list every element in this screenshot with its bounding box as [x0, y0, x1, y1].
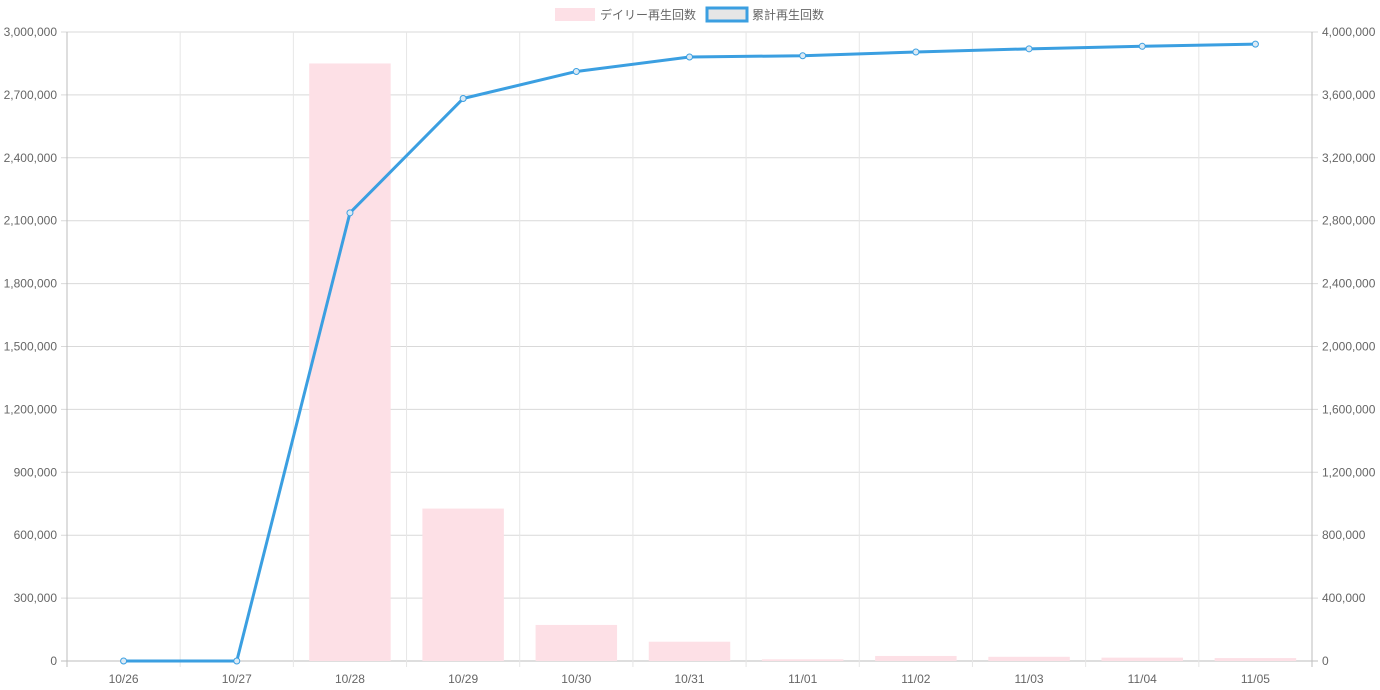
point-cumulative-10-27[interactable]: [233, 657, 241, 665]
bar-daily-10-31[interactable]: [648, 641, 731, 661]
y-left-tick-label: 3,000,000: [4, 25, 58, 39]
point-cumulative-10-26[interactable]: [120, 657, 128, 665]
bar-daily-10-28[interactable]: [309, 63, 391, 661]
y-right-tick-label: 3,600,000: [1322, 88, 1376, 102]
y-right-tick-label: 400,000: [1322, 591, 1366, 605]
x-tick-label: 11/03: [1014, 672, 1043, 686]
legend[interactable]: デイリー再生回数 累計再生回数: [555, 6, 824, 23]
x-tick-label: 11/04: [1128, 672, 1157, 686]
y-left-tick-label: 900,000: [14, 465, 58, 479]
bar-daily-11-01[interactable]: [761, 659, 844, 661]
y-left-tick-label: 2,700,000: [4, 88, 58, 102]
x-tick-label: 11/05: [1241, 672, 1270, 686]
bar-daily-11-03[interactable]: [988, 656, 1070, 661]
bar-daily-11-02[interactable]: [875, 655, 957, 661]
bar-daily-11-04[interactable]: [1101, 657, 1183, 661]
point-cumulative-11-02[interactable]: [912, 48, 920, 56]
y-right-tick-label: 2,400,000: [1322, 277, 1376, 291]
y-left-tick-label: 1,800,000: [4, 277, 58, 291]
bar-daily-10-30[interactable]: [535, 624, 618, 661]
point-cumulative-11-03[interactable]: [1025, 45, 1033, 53]
point-cumulative-10-29[interactable]: [459, 95, 467, 103]
y-left-tick-label: 600,000: [14, 528, 58, 542]
bar-daily-10-29[interactable]: [422, 508, 504, 661]
x-tick-label: 10/29: [448, 672, 478, 686]
point-cumulative-11-04[interactable]: [1138, 42, 1146, 50]
legend-swatch-cumulative[interactable]: [705, 6, 749, 23]
x-tick-label: 10/31: [674, 672, 704, 686]
y-left-tick-label: 2,400,000: [4, 151, 58, 165]
y-right-tick-label: 0: [1322, 654, 1329, 668]
y-left-tick-label: 2,100,000: [4, 214, 58, 228]
point-cumulative-10-28[interactable]: [346, 209, 354, 217]
y-right-tick-label: 1,600,000: [1322, 402, 1376, 416]
y-right-tick-label: 4,000,000: [1322, 25, 1376, 39]
legend-swatch-daily[interactable]: [555, 8, 595, 21]
point-cumulative-10-31[interactable]: [686, 53, 693, 61]
y-right-tick-label: 2,800,000: [1322, 214, 1376, 228]
x-tick-label: 11/01: [788, 672, 817, 686]
y-left-tick-label: 0: [50, 654, 57, 668]
x-tick-label: 10/28: [335, 672, 365, 686]
grid: [61, 31, 1318, 667]
axes: 0 300,000 600,000 900,000 1,200,000 1,500,000…: [4, 25, 1376, 686]
legend-label-cumulative[interactable]: 累計再生回数: [752, 7, 824, 22]
y-left-tick-label: 1,500,000: [4, 340, 58, 354]
x-tick-label: 10/26: [109, 672, 139, 686]
y-right-tick-label: 1,200,000: [1322, 465, 1376, 479]
point-cumulative-11-05[interactable]: [1251, 40, 1259, 48]
y-left-tick-label: 300,000: [14, 591, 58, 605]
legend-label-daily[interactable]: デイリー再生回数: [600, 7, 696, 22]
x-tick-label: 10/27: [222, 672, 252, 686]
point-cumulative-10-30[interactable]: [572, 67, 580, 75]
point-cumulative-11-01[interactable]: [799, 52, 807, 60]
y-right-tick-label: 3,200,000: [1322, 151, 1376, 165]
bar-daily-11-05[interactable]: [1214, 658, 1297, 661]
y-right-tick-label: 800,000: [1322, 528, 1366, 542]
x-tick-label: 10/30: [561, 672, 591, 686]
bar-series-daily: [309, 63, 1297, 661]
x-tick-label: 11/02: [901, 672, 930, 686]
line-series-cumulative: [120, 40, 1259, 665]
y-left-tick-label: 1,200,000: [4, 402, 58, 416]
y-right-tick-label: 2,000,000: [1322, 340, 1376, 354]
